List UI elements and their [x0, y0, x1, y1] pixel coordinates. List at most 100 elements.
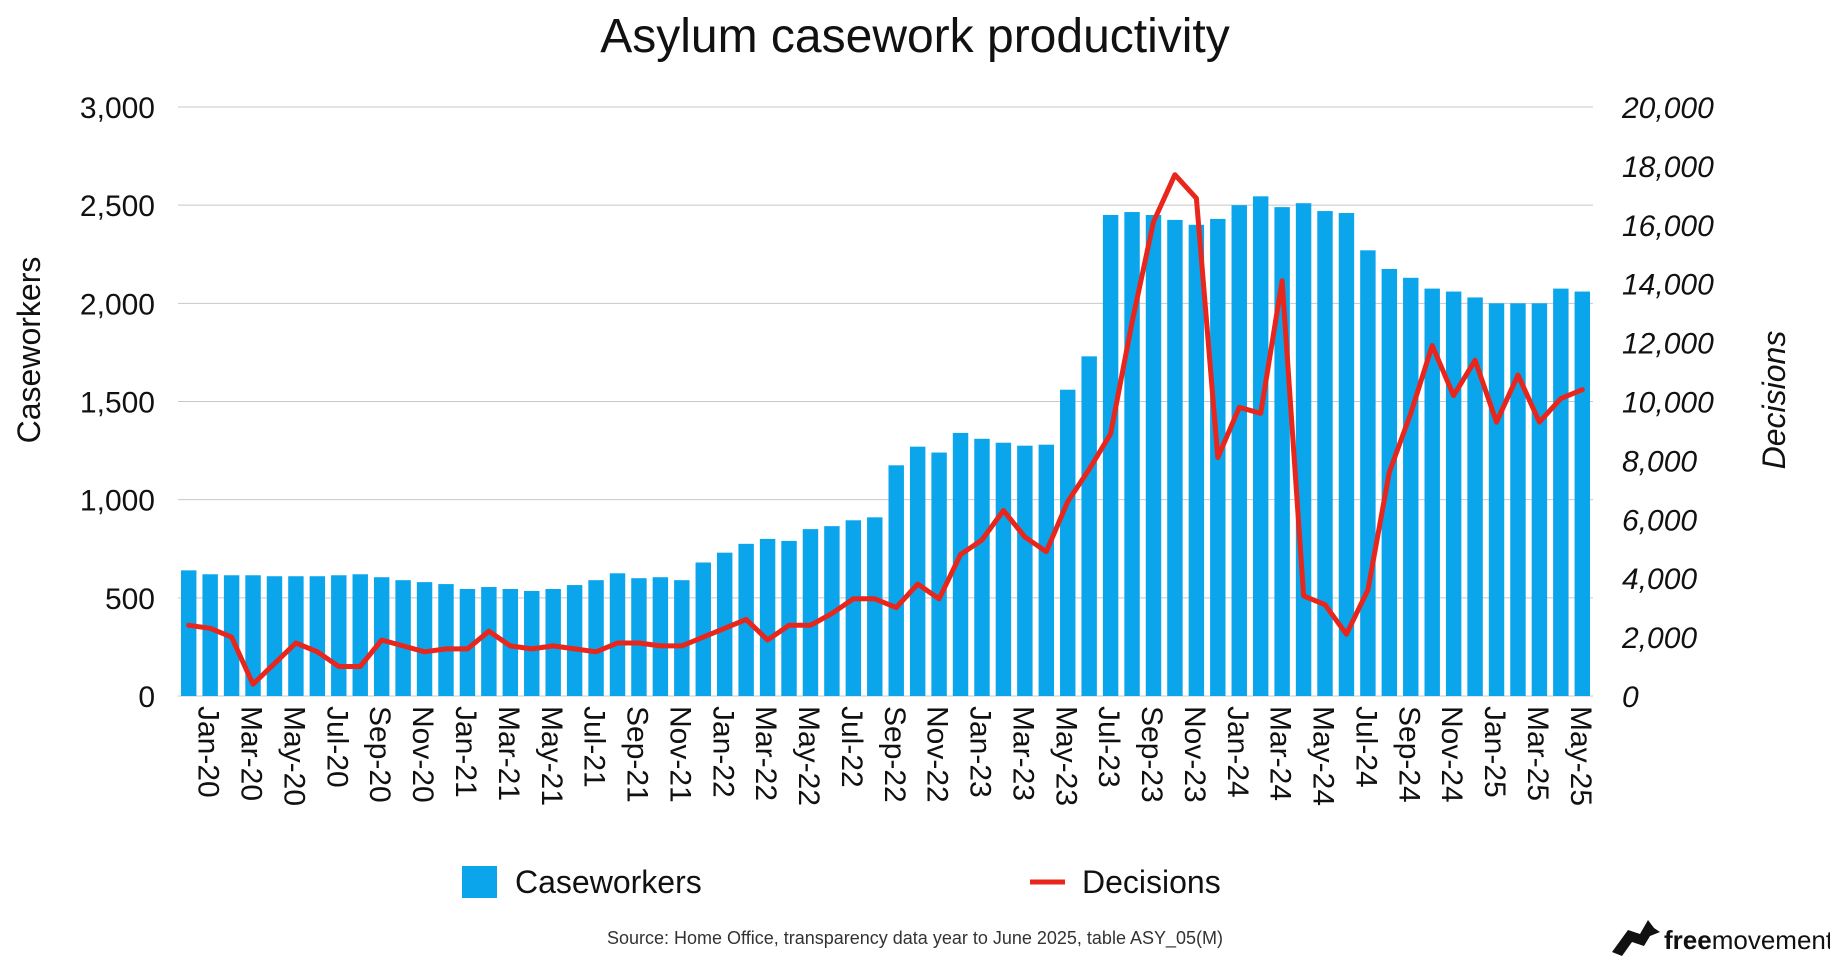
caseworkers-bar [481, 587, 497, 696]
caseworkers-bar [631, 578, 647, 696]
x-tick-label: Mar-20 [235, 706, 268, 801]
left-tick-label: 1,000 [80, 485, 155, 518]
caseworkers-bar [952, 432, 969, 696]
x-tick-label: Nov-21 [663, 706, 696, 803]
left-tick-label: 500 [105, 583, 155, 616]
caseworkers-bar [502, 588, 519, 696]
caseworkers-bar [1424, 288, 1440, 696]
x-tick-label: Jan-21 [449, 706, 482, 798]
left-tick-label: 3,000 [80, 92, 155, 125]
decisions-line [186, 172, 1585, 687]
caseworkers-bar [245, 575, 261, 696]
caseworkers-bar [695, 562, 711, 696]
caseworkers-bar [288, 576, 304, 696]
caseworkers-bar [1488, 303, 1505, 696]
x-tick-label: May-20 [278, 706, 311, 806]
left-axis-label: Caseworkers [11, 257, 47, 444]
caseworkers-bar [438, 584, 454, 696]
legend-caseworkers-label: Caseworkers [515, 864, 702, 900]
caseworkers-bar [1553, 288, 1569, 696]
caseworkers-bar [1017, 445, 1033, 696]
x-tick-label: Jan-23 [964, 706, 997, 798]
x-tick-label: Jan-22 [706, 706, 739, 798]
right-tick-label: 6,000 [1622, 504, 1697, 537]
x-tick-label: Jul-24 [1349, 706, 1382, 788]
right-tick-label: 12,000 [1622, 328, 1714, 361]
caseworkers-bar [1124, 212, 1140, 696]
x-tick-label: Jan-24 [1221, 706, 1254, 798]
source-note: Source: Home Office, transparency data y… [607, 928, 1223, 949]
brand-name: freemovement [1664, 925, 1830, 955]
x-tick-label: Mar-25 [1521, 706, 1554, 801]
x-tick-label: Jul-21 [578, 706, 611, 788]
right-tick-label: 10,000 [1622, 387, 1714, 420]
caseworkers-bar [1252, 196, 1269, 696]
x-tick-label: Jul-20 [320, 706, 353, 788]
caseworkers-bars [181, 196, 1590, 697]
x-tick-label: May-25 [1564, 706, 1597, 806]
right-tick-label: 4,000 [1622, 563, 1697, 596]
caseworkers-bar [202, 574, 218, 696]
brand-name-part2: movement [1712, 925, 1830, 955]
gridlines [178, 106, 1593, 697]
x-tick-label: Jul-22 [835, 706, 868, 788]
caseworkers-bar [759, 538, 776, 696]
x-tick-label: May-23 [1049, 706, 1082, 806]
left-y-axis: 0 500 1,000 1,500 2,000 2,500 3,000 [80, 92, 155, 714]
right-tick-label: 20,000 [1621, 92, 1714, 125]
caseworkers-bar [1167, 219, 1183, 696]
x-tick-label: May-21 [535, 706, 568, 806]
right-tick-label: 2,000 [1621, 622, 1697, 655]
caseworkers-bar [1060, 389, 1076, 696]
chart-title: Asylum casework productivity [600, 10, 1230, 63]
x-tick-label: Sep-21 [621, 706, 654, 803]
caseworkers-bar [1360, 250, 1376, 696]
caseworkers-bar [1467, 297, 1483, 696]
x-tick-label: Mar-21 [492, 706, 525, 801]
caseworkers-bar [1317, 211, 1333, 696]
caseworkers-bar [609, 573, 626, 696]
left-tick-label: 0 [138, 681, 155, 714]
caseworkers-bar [545, 588, 561, 696]
caseworkers-bar [524, 590, 540, 696]
caseworkers-bar [1231, 205, 1247, 696]
left-tick-label: 2,000 [80, 288, 155, 321]
x-tick-label: Sep-22 [878, 706, 911, 803]
caseworkers-bar [416, 582, 433, 696]
caseworkers-bar [1338, 213, 1355, 696]
right-tick-label: 8,000 [1622, 445, 1697, 478]
legend-caseworkers-swatch [462, 866, 497, 898]
x-tick-label: Sep-23 [1135, 706, 1168, 803]
x-tick-label: Nov-20 [406, 706, 439, 803]
caseworkers-bar [974, 438, 990, 696]
x-tick-label: May-24 [1307, 706, 1340, 806]
caseworkers-bar [845, 520, 862, 696]
x-tick-label: Jan-25 [1478, 706, 1511, 798]
caseworkers-bar [266, 576, 283, 696]
caseworkers-bar [331, 575, 347, 696]
caseworkers-bar [1188, 224, 1205, 697]
decisions-series-line [186, 172, 1585, 687]
caseworkers-bar [867, 517, 883, 696]
caseworkers-bar [888, 465, 904, 696]
x-tick-label: Jan-20 [192, 706, 225, 798]
caseworkers-bar [802, 529, 819, 696]
right-tick-label: 18,000 [1622, 151, 1714, 184]
caseworkers-bar [1145, 214, 1162, 696]
caseworkers-bar [1574, 291, 1590, 696]
caseworkers-bar [652, 577, 669, 696]
caseworkers-bar [781, 540, 797, 696]
caseworkers-bar [395, 580, 411, 696]
caseworkers-bar [1445, 291, 1462, 696]
x-tick-label: Nov-22 [921, 706, 954, 803]
caseworkers-bar [181, 570, 197, 696]
caseworkers-bar [674, 580, 690, 696]
caseworkers-bar [1510, 303, 1526, 696]
right-tick-label: 14,000 [1622, 269, 1714, 302]
caseworkers-bar [1295, 203, 1312, 696]
x-tick-label: Jul-23 [1092, 706, 1125, 788]
caseworkers-bar [1102, 214, 1119, 696]
right-tick-label: 16,000 [1622, 210, 1714, 243]
caseworkers-bar [1531, 303, 1548, 696]
